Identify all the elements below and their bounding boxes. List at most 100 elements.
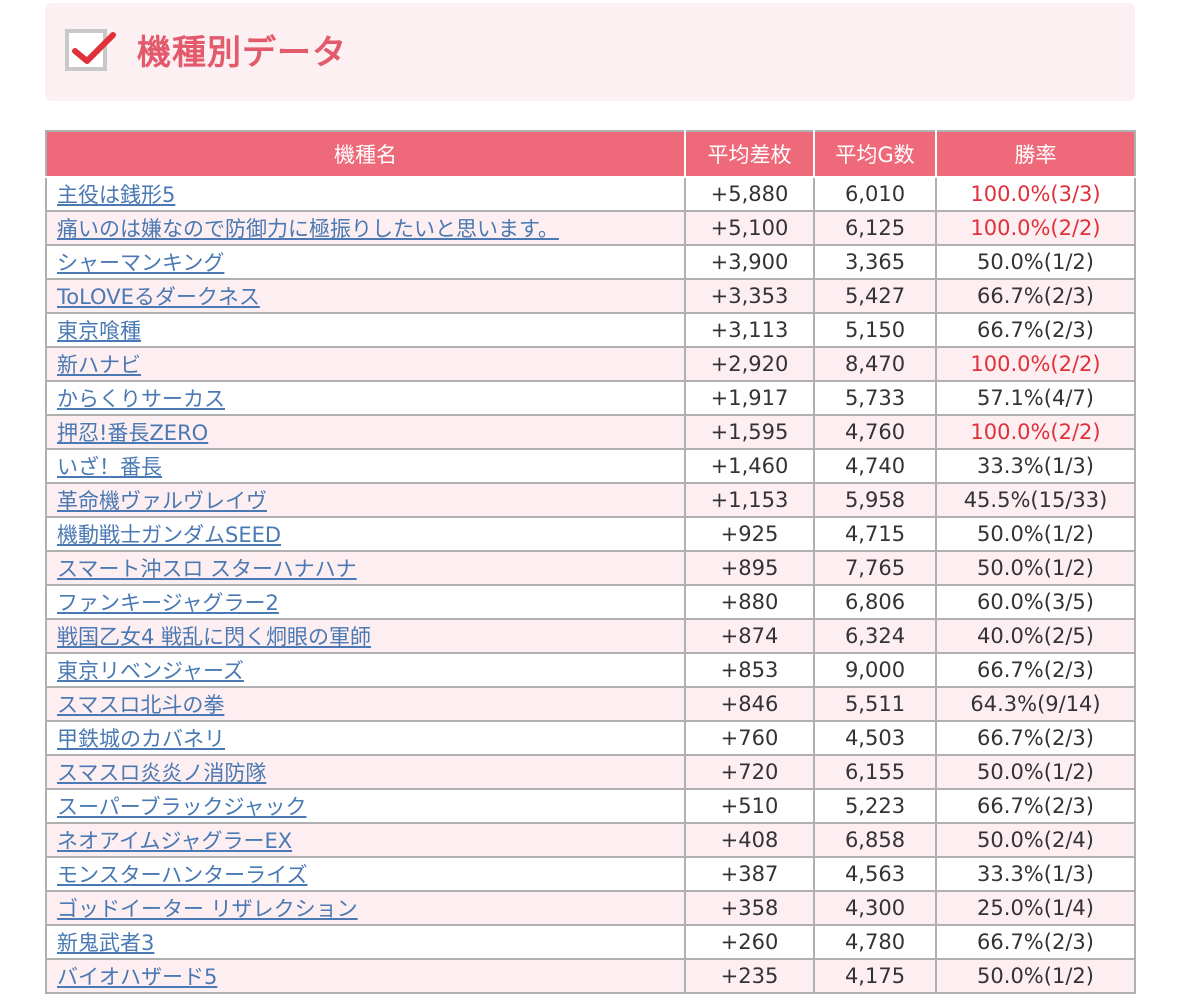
machine-name-link[interactable]: スマート沖スロ スターハナハナ (57, 557, 357, 581)
machine-name-link[interactable]: 機動戦士ガンダムSEED (57, 523, 282, 547)
avg-games-cell: 5,733 (813, 380, 937, 416)
table-row: スマスロ炎炎ノ消防隊 +720 6,155 50.0%(1/2) (45, 754, 1136, 790)
avg-diff-cell: +358 (684, 890, 815, 926)
machine-name-link[interactable]: ToLOVEるダークネス (57, 285, 260, 309)
machine-name-link[interactable]: 痛いのは嫌なので防御力に極振りしたいと思います。 (57, 217, 559, 241)
table-row: スーパーブラックジャック +510 5,223 66.7%(2/3) (45, 788, 1136, 824)
machine-name-cell: 機動戦士ガンダムSEED (45, 516, 686, 552)
win-rate-cell: 50.0%(1/2) (935, 550, 1136, 586)
table-row: ネオアイムジャグラーEX +408 6,858 50.0%(2/4) (45, 822, 1136, 858)
win-rate-cell: 50.0%(1/2) (935, 244, 1136, 280)
avg-games-cell: 5,511 (813, 686, 937, 722)
machine-name-cell: 革命機ヴァルヴレイヴ (45, 482, 686, 518)
avg-games-cell: 5,223 (813, 788, 937, 824)
machine-name-link[interactable]: スーパーブラックジャック (57, 795, 307, 819)
avg-diff-cell: +408 (684, 822, 815, 858)
table-body: 主役は銭形5 +5,880 6,010 100.0%(3/3) 痛いのは嫌なので防御力に… (45, 176, 1136, 994)
machine-name-cell: ファンキージャグラー2 (45, 584, 686, 620)
avg-diff-cell: +260 (684, 924, 815, 960)
machine-name-link[interactable]: 新鬼武者3 (57, 931, 155, 955)
avg-games-cell: 6,858 (813, 822, 937, 858)
column-header-avg-diff[interactable]: 平均差枚 (684, 130, 815, 178)
avg-diff-cell: +853 (684, 652, 815, 688)
avg-diff-cell: +846 (684, 686, 815, 722)
table-row: 甲鉄城のカバネリ +760 4,503 66.7%(2/3) (45, 720, 1136, 756)
win-rate-cell: 50.0%(2/4) (935, 822, 1136, 858)
machine-name-link[interactable]: いざ！番長 (57, 455, 162, 479)
machine-name-link[interactable]: 東京喰種 (57, 319, 141, 343)
win-rate-cell: 60.0%(3/5) (935, 584, 1136, 620)
avg-games-cell: 3,365 (813, 244, 937, 280)
machine-name-cell: 主役は銭形5 (45, 176, 686, 212)
checkbox-icon (65, 29, 116, 71)
machine-name-link[interactable]: ネオアイムジャグラーEX (57, 829, 293, 853)
machine-name-link[interactable]: 甲鉄城のカバネリ (57, 727, 225, 751)
machine-name-link[interactable]: 押忍!番長ZERO (57, 421, 209, 445)
avg-games-cell: 4,780 (813, 924, 937, 960)
machine-name-link[interactable]: スマスロ北斗の拳 (57, 693, 225, 717)
machine-name-cell: ToLOVEるダークネス (45, 278, 686, 314)
avg-games-cell: 6,806 (813, 584, 937, 620)
avg-diff-cell: +874 (684, 618, 815, 654)
machine-name-cell: スマスロ北斗の拳 (45, 686, 686, 722)
avg-diff-cell: +720 (684, 754, 815, 790)
column-header-name[interactable]: 機種名 (45, 130, 686, 178)
table-row: 押忍!番長ZERO +1,595 4,760 100.0%(2/2) (45, 414, 1136, 450)
machine-name-link[interactable]: シャーマンキング (57, 251, 225, 275)
machine-name-cell: モンスターハンターライズ (45, 856, 686, 892)
avg-diff-cell: +235 (684, 958, 815, 994)
avg-games-cell: 4,300 (813, 890, 937, 926)
win-rate-cell: 66.7%(2/3) (935, 788, 1136, 824)
machine-name-link[interactable]: ゴッドイーター リザレクション (57, 897, 358, 921)
machine-name-link[interactable]: 革命機ヴァルヴレイヴ (57, 489, 267, 513)
avg-games-cell: 5,150 (813, 312, 937, 348)
machine-name-link[interactable]: 新ハナビ (57, 353, 141, 377)
table-row: 戦国乙女4 戦乱に閃く炯眼の軍師 +874 6,324 40.0%(2/5) (45, 618, 1136, 654)
machine-name-link[interactable]: 東京リベンジャーズ (57, 659, 244, 683)
avg-games-cell: 5,427 (813, 278, 937, 314)
avg-games-cell: 5,958 (813, 482, 937, 518)
avg-diff-cell: +895 (684, 550, 815, 586)
table-row: 痛いのは嫌なので防御力に極振りしたいと思います。 +5,100 6,125 100.0… (45, 210, 1136, 246)
table-row: からくりサーカス +1,917 5,733 57.1%(4/7) (45, 380, 1136, 416)
machine-name-cell: シャーマンキング (45, 244, 686, 280)
machine-name-link[interactable]: 戦国乙女4 戦乱に閃く炯眼の軍師 (57, 625, 372, 649)
machine-name-cell: 新鬼武者3 (45, 924, 686, 960)
avg-diff-cell: +1,917 (684, 380, 815, 416)
section-header: 機種別データ (45, 3, 1135, 101)
machine-name-link[interactable]: バイオハザード5 (57, 965, 218, 989)
machine-name-link[interactable]: モンスターハンターライズ (57, 863, 308, 887)
win-rate-cell: 100.0%(2/2) (935, 346, 1136, 382)
table-row: スマスロ北斗の拳 +846 5,511 64.3%(9/14) (45, 686, 1136, 722)
machine-name-link[interactable]: ファンキージャグラー2 (57, 591, 279, 615)
avg-games-cell: 6,010 (813, 176, 937, 212)
machine-name-link[interactable]: スマスロ炎炎ノ消防隊 (57, 761, 267, 785)
table-row: 新ハナビ +2,920 8,470 100.0%(2/2) (45, 346, 1136, 382)
win-rate-cell: 40.0%(2/5) (935, 618, 1136, 654)
win-rate-cell: 66.7%(2/3) (935, 278, 1136, 314)
win-rate-cell: 45.5%(15/33) (935, 482, 1136, 518)
table-row: 新鬼武者3 +260 4,780 66.7%(2/3) (45, 924, 1136, 960)
column-header-avg-games[interactable]: 平均G数 (813, 130, 937, 178)
table-row: ToLOVEるダークネス +3,353 5,427 66.7%(2/3) (45, 278, 1136, 314)
win-rate-cell: 33.3%(1/3) (935, 448, 1136, 484)
column-header-win-rate[interactable]: 勝率 (935, 130, 1136, 178)
table-row: ゴッドイーター リザレクション +358 4,300 25.0%(1/4) (45, 890, 1136, 926)
table-row: シャーマンキング +3,900 3,365 50.0%(1/2) (45, 244, 1136, 280)
avg-diff-cell: +387 (684, 856, 815, 892)
machine-name-link[interactable]: 主役は銭形5 (57, 183, 176, 207)
avg-games-cell: 7,765 (813, 550, 937, 586)
avg-games-cell: 4,503 (813, 720, 937, 756)
machine-name-link[interactable]: からくりサーカス (57, 387, 225, 411)
table-row: 東京喰種 +3,113 5,150 66.7%(2/3) (45, 312, 1136, 348)
win-rate-cell: 25.0%(1/4) (935, 890, 1136, 926)
avg-games-cell: 9,000 (813, 652, 937, 688)
avg-games-cell: 4,175 (813, 958, 937, 994)
avg-diff-cell: +1,460 (684, 448, 815, 484)
avg-games-cell: 4,563 (813, 856, 937, 892)
machine-data-table: 機種名 平均差枚 平均G数 勝率 主役は銭形5 +5,880 6,010 100.0%… (45, 130, 1136, 994)
machine-name-cell: ネオアイムジャグラーEX (45, 822, 686, 858)
machine-name-cell: 痛いのは嫌なので防御力に極振りしたいと思います。 (45, 210, 686, 246)
win-rate-cell: 100.0%(2/2) (935, 210, 1136, 246)
machine-name-cell: いざ！番長 (45, 448, 686, 484)
